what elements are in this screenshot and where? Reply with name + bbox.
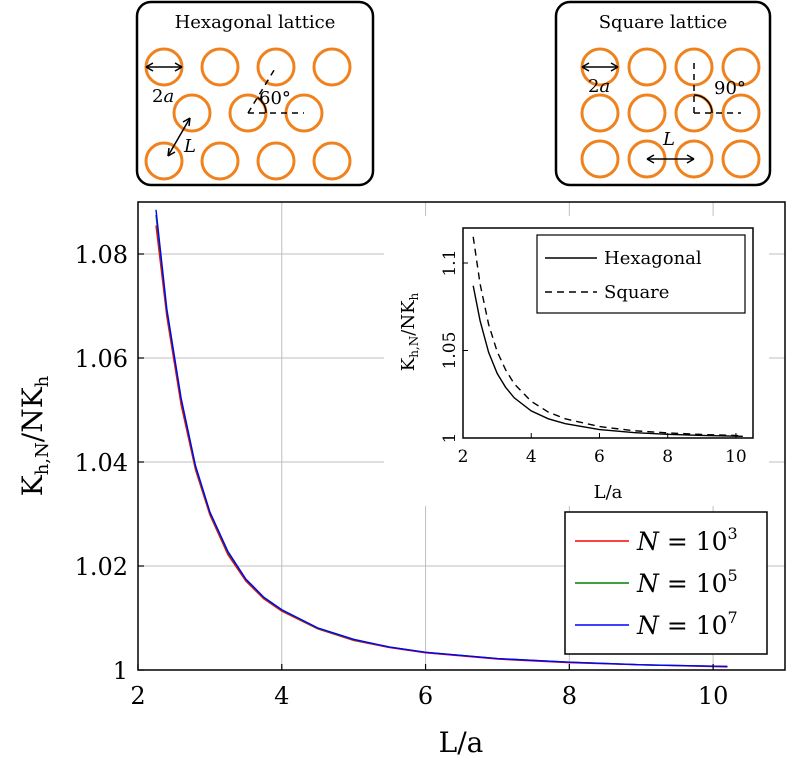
lattice-circle [256, 47, 296, 87]
square-inset-frame [554, 0, 772, 187]
lattice-circle [256, 141, 296, 181]
hexagonal-inset-title: Hexagonal lattice [175, 12, 336, 33]
legend-label-n1e3: N = 103 [636, 524, 738, 556]
lattice-circle [200, 47, 240, 87]
x-tick-label: 10 [725, 447, 747, 467]
x-tick-label: 4 [274, 682, 289, 710]
series-line-square [472, 236, 743, 437]
spacing-arrowheads [646, 154, 695, 164]
inset-plot-frame [462, 227, 754, 439]
lattice-circle [580, 93, 620, 133]
y-tick-label: 1 [113, 657, 128, 685]
inset-legend-box [536, 234, 746, 314]
x-tick-label: 10 [698, 682, 729, 710]
main-x-ticks: 2 4 6 8 10 [130, 664, 728, 710]
lattice-circle [721, 93, 761, 133]
main-plot-frame [137, 201, 786, 671]
diameter-label: 2a [588, 76, 610, 97]
lattice-circle [721, 139, 761, 179]
series-line-hexagonal [472, 285, 743, 437]
main-series-lines [155, 209, 728, 668]
lattice-circle [312, 47, 352, 87]
angle-arc [257, 96, 267, 114]
spacing-label: L [183, 136, 196, 157]
x-tick-label: 8 [562, 682, 577, 710]
inset-x-ticks: 2 4 6 8 10 [458, 433, 747, 467]
y-tick-label: 1 [440, 433, 460, 444]
x-tick-label: 2 [458, 447, 469, 467]
inset-legend: Hexagonal Square [536, 234, 746, 314]
diameter-arrowheads [581, 62, 619, 72]
lattice-circle [200, 141, 240, 181]
y-tick-label: 1.06 [75, 345, 128, 373]
legend-label-square: Square [604, 282, 669, 303]
square-inset-title: Square lattice [599, 12, 728, 33]
inset-x-axis-label: L/a [594, 482, 623, 503]
inset-series-lines [472, 236, 743, 437]
inset-y-axis-label: Kh,N/NKh [398, 292, 421, 371]
y-tick-label: 1.02 [75, 553, 128, 581]
x-tick-label: 2 [130, 682, 145, 710]
hexagonal-inset-frame [135, 0, 375, 187]
lattice-circle [172, 93, 212, 133]
main-x-axis-label: L/a [439, 726, 484, 759]
x-tick-label: 4 [526, 447, 537, 467]
hexagonal-lattice-inset: Hexagonal lattice 2a L 60° [135, 0, 375, 187]
main-y-axis-label: Kh,N/NKh [16, 375, 53, 496]
lattice-circle [580, 139, 620, 179]
series-line-n1e7 [155, 209, 728, 668]
main-y-ticks: 1 1.02 1.04 1.06 1.08 [75, 241, 144, 685]
diameter-label: 2a [152, 86, 174, 107]
lattice-circle [312, 141, 352, 181]
angle-ray-diagonal [247, 66, 277, 114]
main-legend: N = 103 N = 105 N = 107 [564, 511, 768, 655]
square-lattice-inset: Square lattice 2a L 90° [554, 0, 772, 187]
main-chart: 2 4 6 8 10 1 1.02 1.04 1.06 1.08 L/a Kh,N/NKh N … [16, 201, 786, 759]
spacing-arrowheads [167, 117, 191, 157]
spacing-arrow [167, 117, 191, 157]
legend-label-n1e5: N = 105 [636, 566, 738, 598]
legend-label-hexagonal: Hexagonal [604, 248, 702, 269]
x-tick-label: 6 [594, 447, 605, 467]
lattice-circle [627, 93, 667, 133]
angle-label: 60° [259, 88, 291, 109]
y-tick-label: 1.08 [75, 241, 128, 269]
x-tick-label: 6 [418, 682, 433, 710]
inset-chart: 2 4 6 8 10 1 1.05 1.1 L/a Kh,N/NKh Hexagonal S… [384, 216, 769, 506]
angle-label: 90° [714, 78, 746, 99]
y-tick-label: 1.05 [440, 332, 460, 370]
y-tick-label: 1.04 [75, 449, 128, 477]
spacing-label: L [662, 129, 675, 150]
legend-label-n1e7: N = 107 [636, 608, 738, 640]
inset-y-ticks: 1 1.05 1.1 [440, 249, 468, 443]
angle-arc [693, 94, 713, 114]
lattice-circle [627, 47, 667, 87]
x-tick-label: 8 [662, 447, 673, 467]
lattice-circle [721, 47, 761, 87]
lattice-circle [144, 141, 184, 181]
y-tick-label: 1.1 [440, 249, 460, 276]
diameter-arrowheads [145, 62, 183, 72]
